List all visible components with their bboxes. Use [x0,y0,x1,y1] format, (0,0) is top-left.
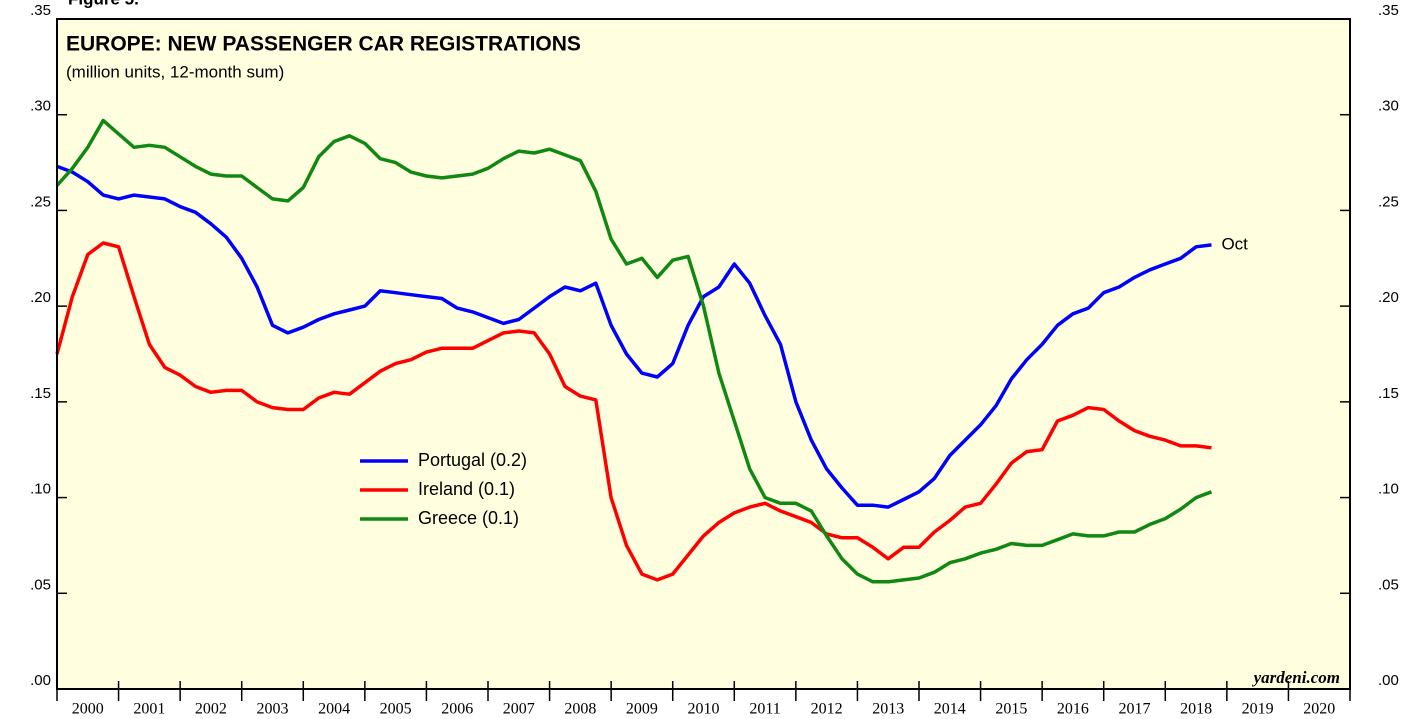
x-tick-label: 2009 [626,701,658,718]
plot-border [56,18,1351,690]
x-tick-label: 2018 [1180,701,1212,718]
x-tick-label: 2007 [503,701,535,718]
annotation: Oct [1221,234,1248,253]
x-tick-label: 2008 [564,701,596,718]
y2-tick-label: .35 [1378,2,1399,19]
series-line [55,118,1213,584]
x-tick-label: 2015 [995,701,1027,718]
x-tick-label: 2017 [1119,701,1151,718]
y2-tick-label: .30 [1378,98,1399,115]
legend-label: Ireland (0.1) [418,479,515,499]
x-tick-label: 2005 [380,701,412,718]
x-tick-label: 2003 [257,701,289,718]
series-line [55,241,1212,582]
x-tick-label: 2012 [811,701,843,718]
y-tick-label: .35 [30,2,51,19]
y-tick-label: .15 [30,385,51,402]
x-tick-label: 2002 [195,701,227,718]
x-tick-label: 2001 [133,701,165,718]
plot-area [57,19,1350,689]
x-tick-label: 2016 [1057,701,1089,718]
series-line [56,164,1212,509]
x-tick-label: 2013 [872,701,904,718]
x-tick-label: 2000 [72,701,104,718]
y-tick-label: .05 [30,576,51,593]
y-tick-label: .00 [30,672,51,689]
x-tick-label: 2006 [441,701,473,718]
legend-label: Portugal (0.2) [418,450,527,470]
y-tick-label: .10 [30,481,51,498]
x-tick-label: 2020 [1303,701,1335,718]
y2-tick-label: .10 [1378,481,1399,498]
y2-tick-label: .15 [1378,385,1399,402]
legend-label: Greece (0.1) [418,508,519,528]
x-tick-label: 2011 [749,701,780,718]
y2-tick-label: .00 [1378,672,1399,689]
x-tick-label: 2010 [688,701,720,718]
y2-tick-label: .05 [1378,576,1399,593]
source: yardeni.com [1252,668,1340,687]
x-tick-label: 2019 [1242,701,1274,718]
chart-title: EUROPE: NEW PASSENGER CAR REGISTRATIONS [66,33,581,56]
y2-tick-label: .20 [1378,289,1399,306]
y-tick-label: .30 [30,98,51,115]
y2-tick-label: .25 [1378,193,1399,210]
x-tick-label: 2014 [934,701,966,718]
y-tick-label: .25 [30,193,51,210]
figure-label: Figure 5. [68,0,139,8]
chart-subtitle: (million units, 12-month sum) [66,62,284,81]
x-tick-label: 2004 [318,701,350,718]
y-tick-label: .20 [30,289,51,306]
